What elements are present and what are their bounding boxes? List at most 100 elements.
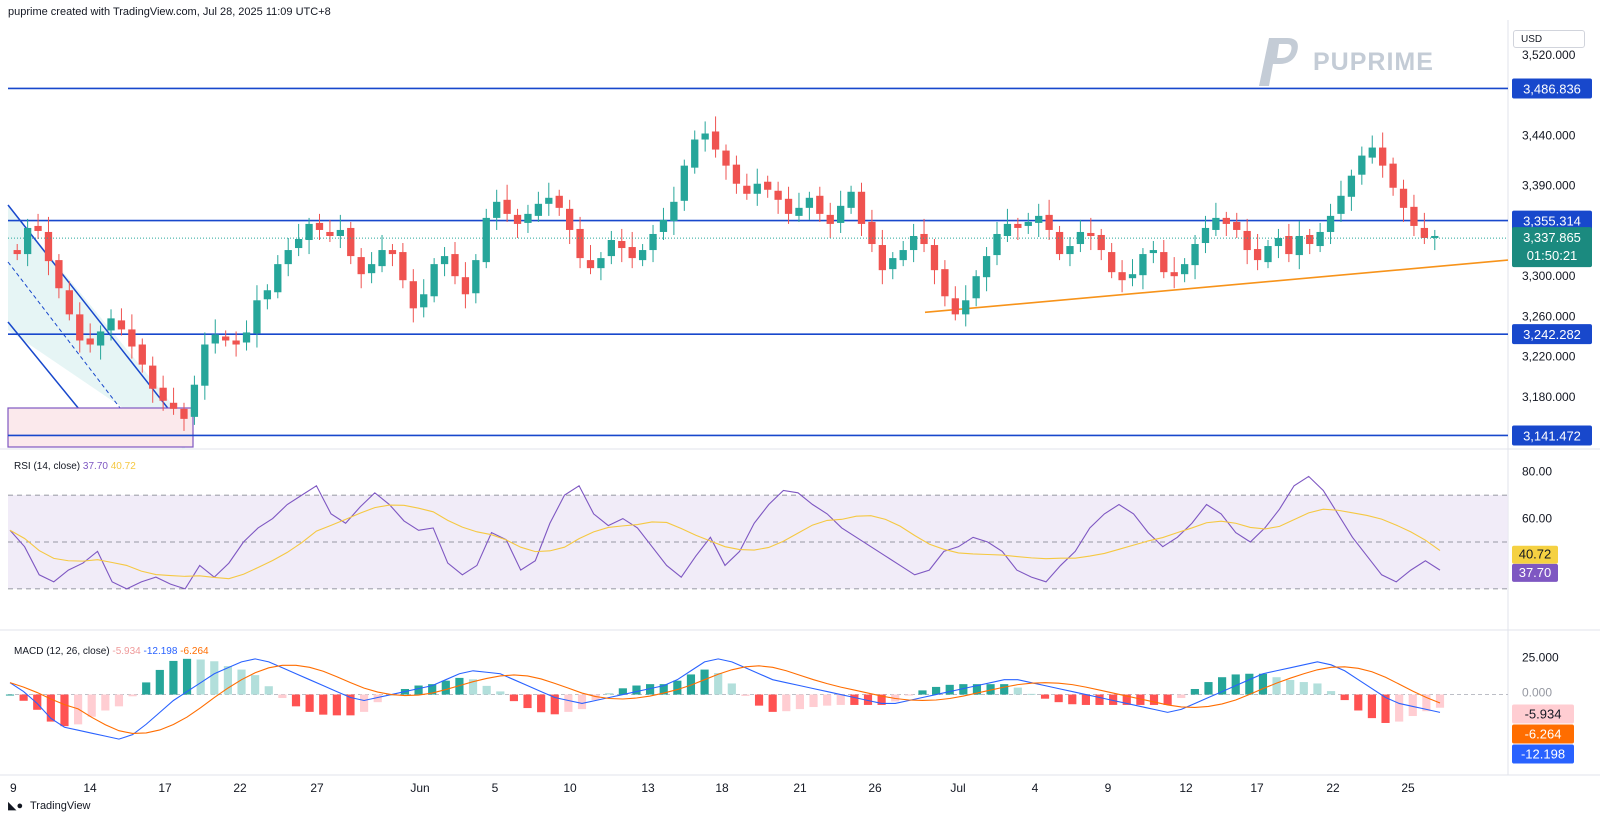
macd-line [9, 658, 1441, 740]
candle-body [534, 203, 543, 216]
macd-histogram-bar [1313, 683, 1322, 695]
candle-body [34, 225, 42, 231]
candle-body [1024, 221, 1032, 226]
macd-histogram-bar [550, 694, 559, 715]
macd-histogram-bar [210, 661, 219, 695]
macd-hist-value: -5.934 [112, 646, 141, 657]
candle-body [920, 233, 928, 245]
macd-title: MACD (12, 26, close) -5.934 -12.198 -6.2… [14, 646, 209, 657]
candle-body [347, 227, 355, 257]
time-axis-label: 10 [563, 781, 577, 795]
ascending-trendline[interactable] [924, 259, 1509, 314]
macd-histogram-bar [482, 685, 491, 695]
macd-histogram-bar [714, 673, 723, 695]
candle-body [847, 191, 855, 208]
time-axis-label: 25 [1401, 781, 1415, 795]
macd-value-tag-label: -5.934 [1525, 707, 1562, 722]
candle-body [597, 258, 605, 269]
macd-histogram-bar [346, 694, 355, 716]
macd-histogram-bar [1272, 677, 1281, 695]
macd-histogram-bar [754, 694, 764, 706]
macd-histogram-bar [863, 694, 873, 705]
macd-histogram-bar [577, 694, 587, 710]
macd-histogram-bar [1040, 694, 1050, 699]
candle-body [649, 233, 657, 251]
macd-histogram-bar [1013, 687, 1022, 695]
candle-body [1139, 254, 1147, 276]
rsi-name: RSI (14, close) [14, 461, 81, 472]
macd-histogram-bar [959, 684, 968, 695]
macd-histogram-bar [1000, 684, 1009, 695]
channel-fill [8, 205, 185, 450]
candle-body [222, 336, 230, 341]
candle-body [420, 294, 428, 308]
macd-histogram-bar [19, 694, 28, 701]
macd-histogram-bar [1231, 674, 1240, 695]
time-axis-label: 17 [1250, 781, 1264, 795]
price-tick-label: 3,440.000 [1522, 129, 1576, 143]
candle-body [315, 222, 324, 230]
macd-histogram-bar [1435, 694, 1445, 708]
candle-body [1118, 272, 1126, 281]
candle-body [1149, 250, 1158, 254]
macd-histogram-bar [904, 694, 913, 696]
candle-body [451, 254, 459, 277]
candle-body [1316, 231, 1324, 247]
rsi-value: 37.70 [82, 461, 108, 472]
time-axis-label: 22 [1326, 781, 1340, 795]
range-box[interactable] [7, 407, 194, 448]
candle-body [566, 208, 574, 230]
candle-body [169, 402, 178, 409]
candle-body [253, 300, 261, 334]
candle-body [889, 258, 897, 270]
candle-body [941, 269, 949, 297]
macd-histogram-bar [114, 694, 124, 707]
candle-body [1431, 235, 1439, 238]
channel-upper-line[interactable] [7, 204, 186, 431]
macd-histogram-bar [509, 694, 518, 702]
macd-histogram-bar [264, 686, 273, 695]
candle-body [472, 260, 480, 294]
macd-histogram-bar [60, 694, 69, 727]
candle-body [555, 195, 563, 208]
candle-body [670, 201, 678, 221]
candle-body [1003, 223, 1012, 236]
candle-body [294, 239, 303, 249]
candle-body [13, 250, 21, 255]
price-tick-label: 3,220.000 [1522, 350, 1576, 364]
macd-histogram-bar [1149, 694, 1159, 705]
macd-histogram-bar [1299, 682, 1308, 695]
macd-histogram-bar [632, 685, 641, 695]
macd-histogram-bar [291, 694, 301, 707]
candle-body [482, 217, 490, 263]
time-axis-label: 9 [1105, 781, 1112, 795]
candle-body [86, 338, 94, 345]
macd-histogram-bar [169, 660, 178, 695]
candle-body [1222, 217, 1230, 224]
candle-body [826, 214, 834, 224]
macd-histogram-bar [455, 677, 464, 695]
candle-body [1399, 188, 1408, 208]
candle-body [378, 250, 386, 267]
currency-button[interactable]: USD [1513, 30, 1585, 48]
macd-histogram-bar [795, 694, 804, 710]
footer-label: TradingView [29, 800, 91, 812]
bar-countdown: 01:50:21 [1527, 248, 1578, 263]
candle-body [107, 318, 115, 331]
candle-body [764, 181, 772, 190]
footer: ◣● TradingView [8, 799, 91, 812]
candle-body [1076, 231, 1085, 245]
candle-body [1128, 274, 1137, 279]
macd-histogram-bar [741, 694, 750, 696]
candle-body [430, 264, 438, 297]
macd-histogram-bar [87, 694, 96, 717]
time-axis-label: Jul [950, 781, 965, 795]
candle-body [493, 201, 501, 218]
macd-histogram-bar [850, 694, 859, 705]
macd-histogram-bar [768, 694, 777, 712]
channel-mid-line [7, 261, 151, 448]
time-axis-label: 14 [83, 781, 97, 795]
macd-histogram-bar [1177, 694, 1186, 699]
candle-body [190, 384, 199, 417]
